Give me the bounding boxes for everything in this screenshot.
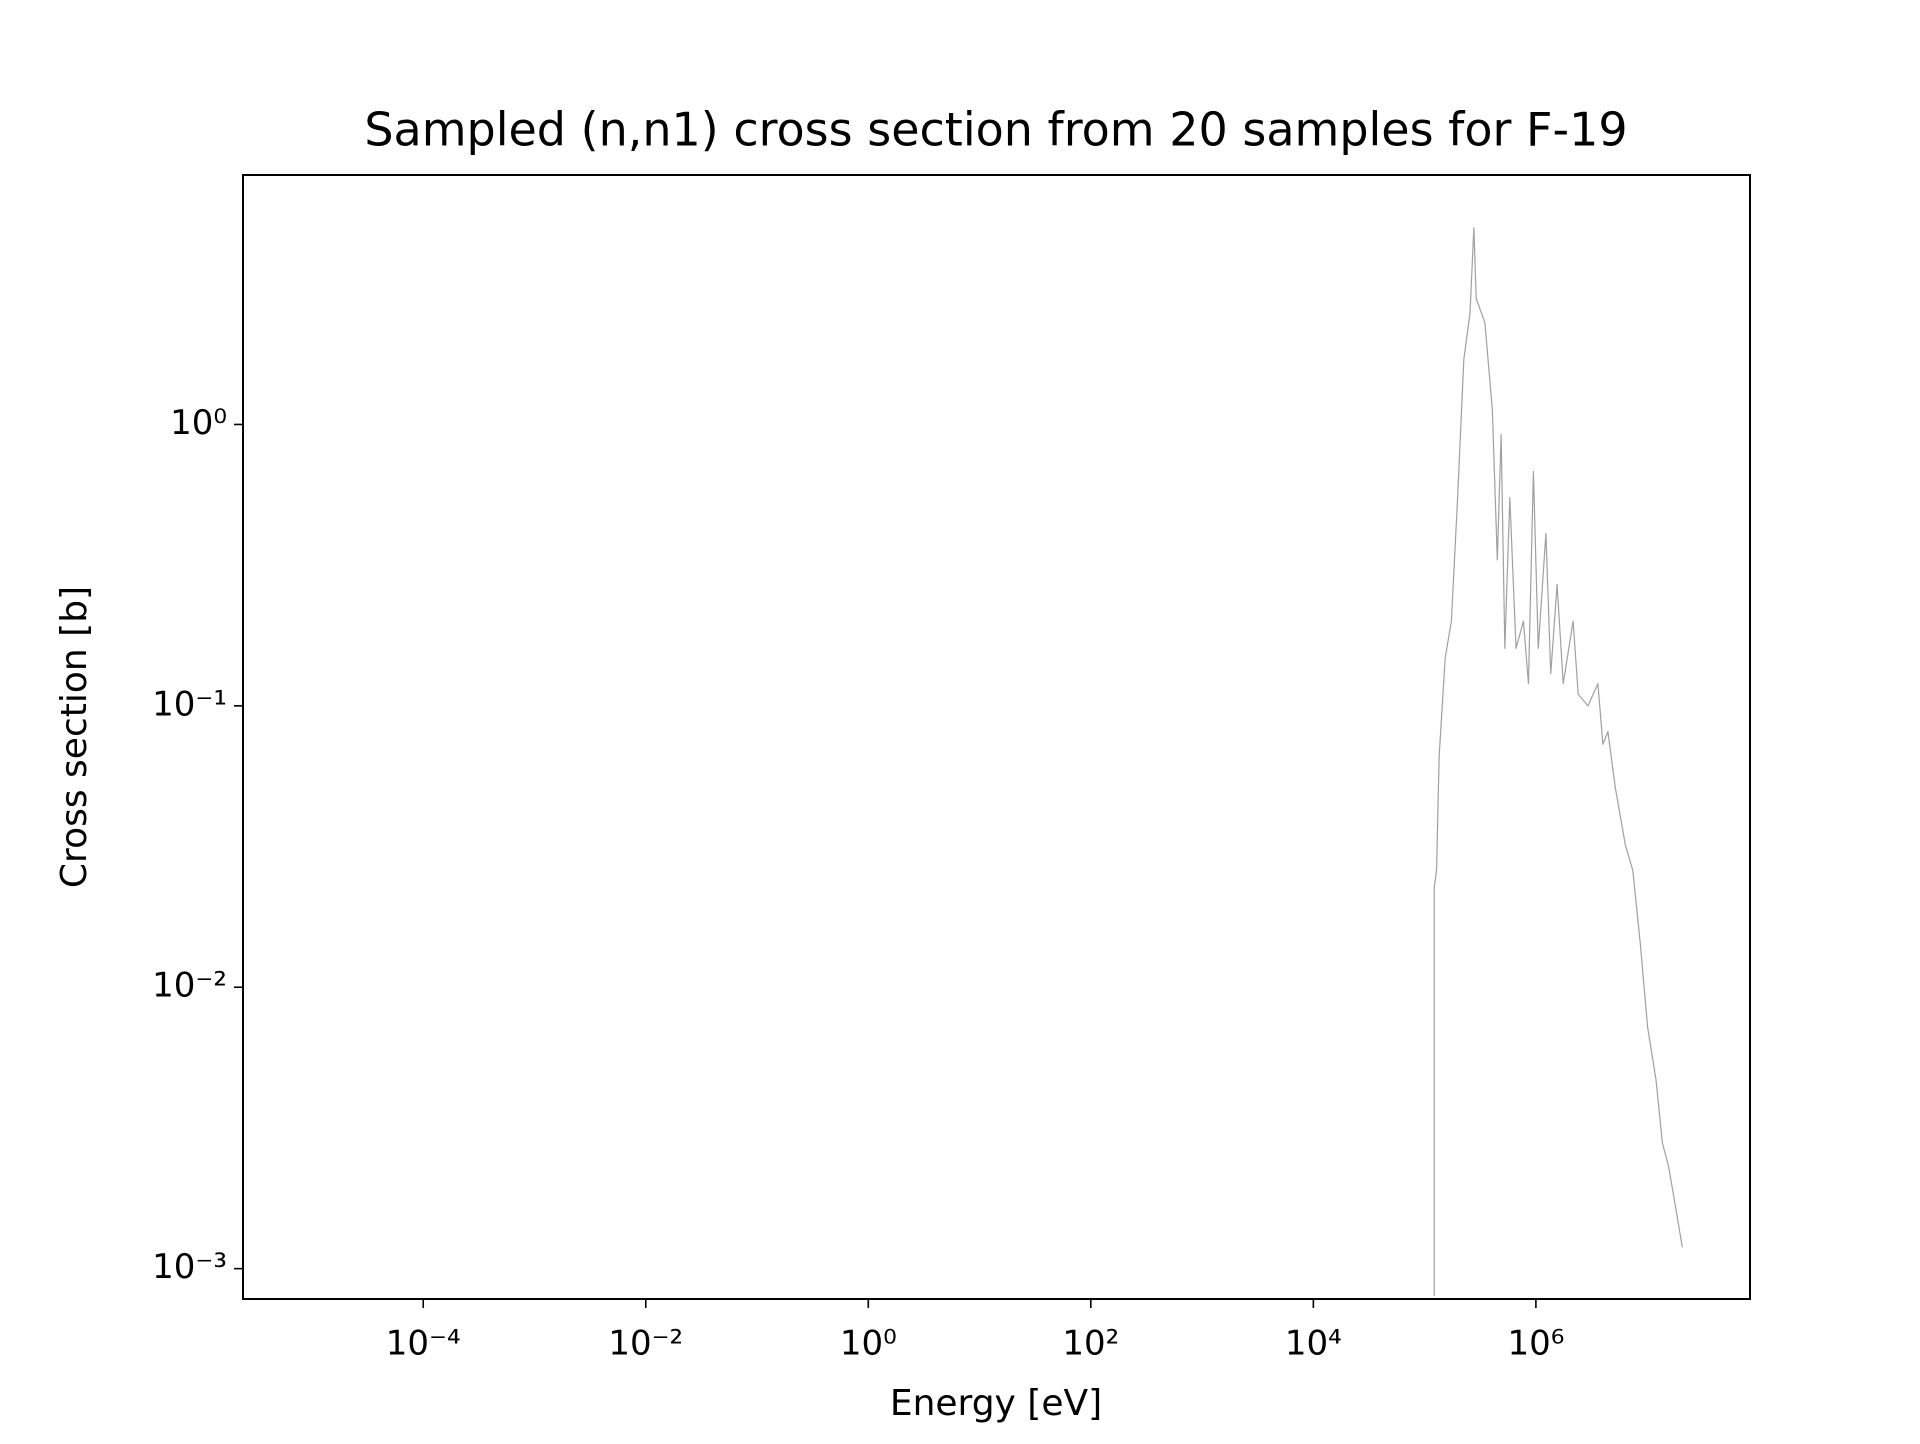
x-tick-label: 10² (1062, 1324, 1119, 1364)
y-tick-label: 10⁻³ (152, 1247, 227, 1287)
y-axis-label: Cross section [b] (54, 586, 95, 888)
x-tick-label: 10⁻⁴ (386, 1324, 461, 1364)
x-tick-label: 10⁴ (1285, 1324, 1342, 1364)
x-tick-label: 10⁶ (1507, 1324, 1564, 1364)
x-tick-label: 10⁰ (840, 1324, 897, 1364)
data-line (1433, 227, 1683, 1296)
y-tick-label: 10⁻² (152, 966, 227, 1006)
y-tick-label: 10⁰ (170, 403, 227, 443)
chart-title: Sampled (n,n1) cross section from 20 sam… (364, 103, 1627, 157)
x-axis-label: Energy [eV] (890, 1383, 1102, 1424)
x-tick-label: 10⁻² (608, 1324, 683, 1364)
y-tick-label: 10⁻¹ (152, 684, 227, 724)
plot-frame (242, 174, 1751, 1300)
